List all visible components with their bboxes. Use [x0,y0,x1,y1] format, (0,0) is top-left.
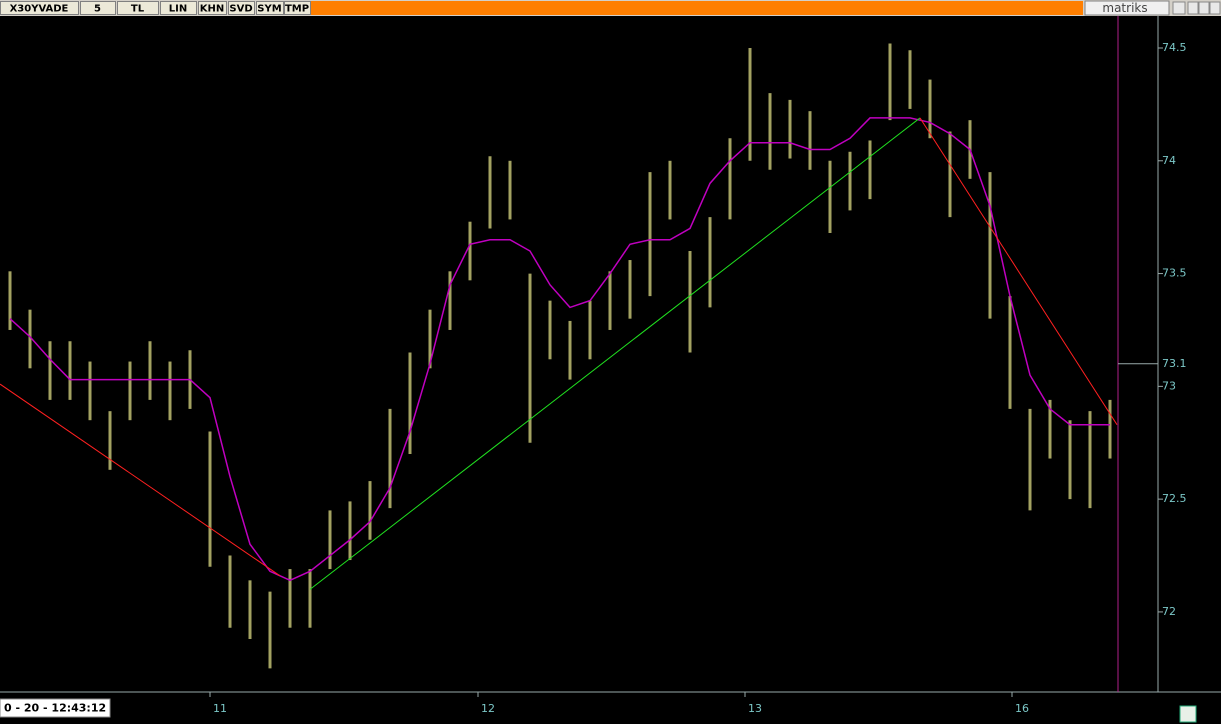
toolbar-button-label: X30YVADE [10,4,69,15]
x-tick-label: 16 [1015,702,1029,715]
menu-button[interactable] [1172,1,1186,15]
brand: matriks [1102,1,1147,15]
toolbar-button-label: TMP [285,4,309,15]
toolbar-button[interactable] [198,1,227,15]
toolbar-button-label: LIN [169,4,187,15]
minimize-button[interactable] [1187,1,1199,15]
toolbar-button[interactable] [117,1,159,15]
close-button[interactable] [1209,1,1221,15]
maximize-button[interactable] [1198,1,1210,15]
toolbar-button[interactable] [0,1,79,15]
y-tick-label: 74 [1162,154,1176,167]
toolbar-button[interactable] [80,1,116,15]
last-price-label: 73.1 [1162,357,1187,370]
toolbar-band [311,1,1083,15]
datetime-box [0,698,111,718]
toolbar-button-label: SYM [257,4,281,15]
y-tick-label: 74.5 [1162,41,1187,54]
toolbar-button[interactable] [284,1,311,15]
y-tick-label: 72.5 [1162,492,1187,505]
toolbar-button-label: TL [131,4,145,15]
toolbar-button[interactable] [160,1,197,15]
y-tick-label: 73 [1162,379,1176,392]
datetime: 0 - 20 - 12:43:12 [4,702,106,715]
trendline [919,117,1118,425]
trendline [0,383,281,577]
toolbar-button-label: SVD [229,4,252,15]
y-tick-label: 73.5 [1162,267,1187,280]
toolbar-button-label: 5 [94,4,101,15]
x-tick-label: 11 [213,702,227,715]
trendline [309,117,921,590]
moving-average [9,117,1110,582]
brand-box[interactable] [1084,0,1170,16]
toolbar-button[interactable] [228,1,255,15]
y-tick-label: 72 [1162,605,1176,618]
toolbar-button[interactable] [256,1,284,15]
toolbar-button-label: KHN [200,4,225,15]
toolbar-buttons: X30YVADE 5 TL LIN KHN SVD SYM TMP [0,1,311,15]
refresh-button[interactable] [1179,705,1197,723]
x-tick-label: 12 [481,702,495,715]
x-tick-label: 13 [748,702,762,715]
